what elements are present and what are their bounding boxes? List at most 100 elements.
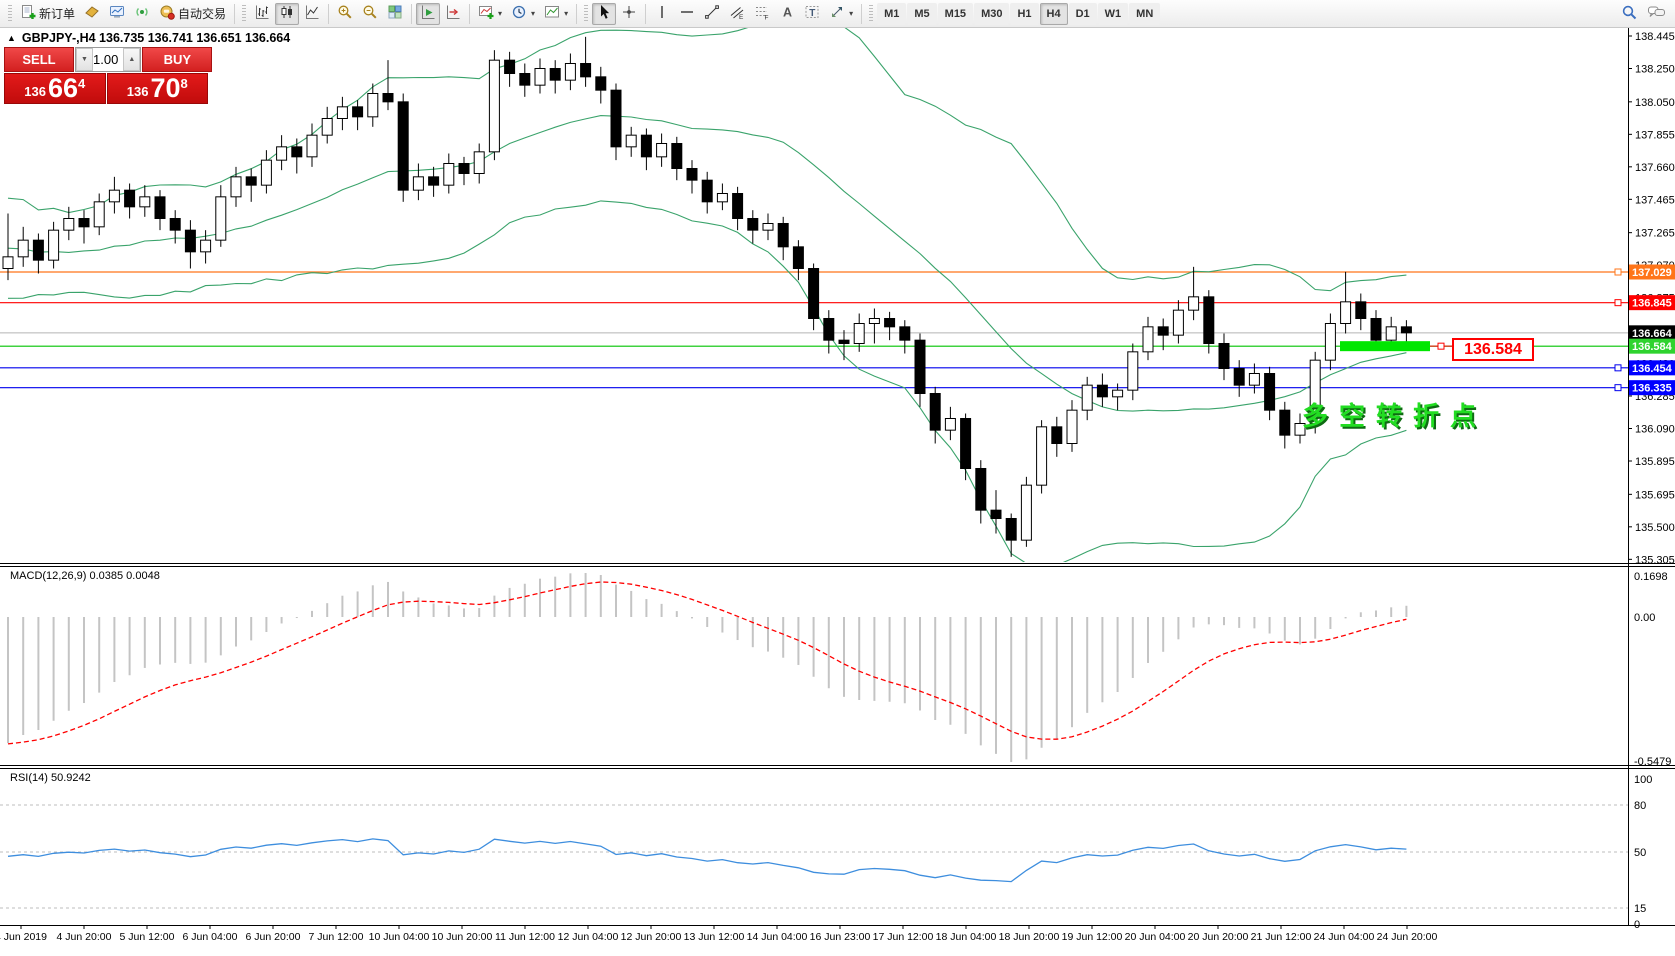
sell-price-prefix: 136	[24, 84, 46, 99]
line-chart-button[interactable]	[300, 3, 324, 25]
cursor-button[interactable]	[592, 2, 617, 25]
time-tick-label: 4 Jun 2019	[0, 931, 47, 943]
volume-decrease-button[interactable]: ▼	[76, 48, 93, 71]
buy-price-box[interactable]: 136 70 8	[106, 73, 208, 104]
price-flag-anchor[interactable]	[1437, 342, 1445, 350]
sell-price-sup: 4	[78, 76, 86, 91]
toolbar-grip[interactable]	[584, 4, 589, 23]
price-chart-svg[interactable]: 138.445 138.250 138.050 137.855 137.660 137.4…	[0, 28, 1675, 951]
volume-value[interactable]: 1.00	[93, 52, 119, 67]
buy-button[interactable]: BUY	[142, 47, 213, 72]
sell-button[interactable]: SELL	[4, 47, 74, 72]
candle	[838, 330, 850, 361]
price-tick-label: 135.895	[1635, 456, 1675, 468]
tab-timeframe-M5[interactable]: M5	[907, 2, 937, 25]
candle	[549, 60, 561, 94]
chart-shift-button[interactable]	[441, 3, 465, 25]
hline-marker[interactable]	[1614, 268, 1622, 276]
volume-increase-button[interactable]: ▲	[123, 48, 141, 71]
rsi-axis-label: 80	[1634, 800, 1646, 812]
price-badge	[1629, 264, 1675, 280]
symbol-title-bar: ▲ GBPJPY-,H4 136.735 136.741 136.651 136…	[7, 31, 290, 45]
toolbar-grip[interactable]	[869, 4, 874, 23]
highlight-trend-bar[interactable]	[1340, 341, 1430, 352]
bar-chart-button[interactable]	[250, 3, 274, 25]
time-tick-label: 12 Jun 20:00	[621, 931, 682, 943]
candle	[169, 210, 181, 244]
signals-button[interactable]	[130, 3, 154, 25]
arrows-button[interactable]: ▾	[825, 3, 857, 25]
tab-timeframe-M15[interactable]: M15	[937, 2, 974, 25]
candle	[944, 406, 956, 441]
text-button[interactable]: A	[775, 3, 799, 25]
macd-signal-line	[7, 581, 1407, 745]
candle	[762, 213, 774, 241]
channel-button[interactable]: E	[725, 3, 749, 25]
horizontal-line-icon	[679, 4, 695, 23]
candle	[397, 93, 409, 202]
tab-timeframe-M30[interactable]: M30	[974, 2, 1010, 25]
price-flag-label: 136.584	[1452, 338, 1534, 361]
sell-price-box[interactable]: 136 66 4	[4, 73, 106, 104]
toolbar-grip[interactable]	[242, 4, 247, 23]
rsi-axis-label: 15	[1634, 903, 1646, 915]
chevron-down-icon: ▾	[531, 9, 536, 18]
tab-timeframe-H4[interactable]: H4	[1039, 2, 1068, 25]
new-order-button[interactable]: 新订单	[16, 3, 79, 25]
candle	[686, 160, 698, 194]
market-watch-button[interactable]	[105, 3, 129, 25]
autotrading-button[interactable]: 自动交易	[155, 3, 230, 25]
zoom-out-button[interactable]	[358, 3, 382, 25]
hline-marker[interactable]	[1614, 384, 1622, 392]
indicators-button[interactable]: ▾	[474, 3, 506, 25]
candle	[701, 171, 713, 214]
periods-button[interactable]: ▾	[507, 3, 539, 25]
zoom-in-button[interactable]	[333, 3, 357, 25]
candlestick-chart-button[interactable]	[275, 2, 300, 25]
tab-timeframe-MN[interactable]: MN	[1129, 2, 1161, 25]
time-tick-label: 19 Jun 12:00	[1062, 931, 1123, 943]
text-icon: A	[779, 4, 795, 23]
vertical-line-button[interactable]	[650, 3, 674, 25]
candlestick-chart-icon	[279, 4, 295, 23]
search-icon	[1621, 4, 1638, 24]
hline-marker[interactable]	[1614, 364, 1622, 372]
candle	[48, 221, 60, 269]
tab-timeframe-D1[interactable]: D1	[1068, 2, 1097, 25]
zoom-out-icon	[362, 4, 378, 23]
crosshair-button[interactable]	[617, 3, 641, 25]
toolbar-grip[interactable]	[8, 4, 12, 23]
price-badge	[1629, 338, 1675, 354]
auto-scroll-button[interactable]	[416, 2, 441, 25]
tile-windows-button[interactable]	[383, 3, 407, 25]
tab-timeframe-M1[interactable]: M1	[877, 2, 907, 25]
time-tick-label: 11 Jun 12:00	[495, 931, 555, 943]
buy-price-prefix: 136	[126, 84, 149, 99]
price-badge	[1629, 295, 1675, 311]
horizontal-line-button[interactable]	[675, 3, 699, 25]
search-button[interactable]	[1617, 3, 1642, 25]
candle	[93, 193, 105, 236]
chart-area[interactable]: 138.445 138.250 138.050 137.855 137.660 137.4…	[0, 28, 1675, 956]
chat-button[interactable]	[1643, 3, 1670, 25]
channel-icon: E	[729, 4, 745, 23]
candle	[1218, 333, 1230, 381]
tab-timeframe-W1[interactable]: W1	[1097, 2, 1129, 25]
candle	[458, 156, 470, 186]
candle	[504, 51, 516, 87]
label-button[interactable]: T	[800, 3, 824, 25]
buy-price-sup: 8	[180, 76, 188, 91]
tab-timeframe-H1[interactable]: H1	[1010, 2, 1039, 25]
candle	[1309, 351, 1321, 434]
charts-button[interactable]	[80, 3, 104, 25]
fibonacci-button[interactable]: F	[750, 3, 774, 25]
candle	[990, 490, 1002, 534]
candle	[914, 333, 926, 407]
collapse-panel-icon[interactable]: ▲	[7, 33, 16, 43]
trendline-button[interactable]	[700, 3, 724, 25]
templates-button[interactable]: ▾	[540, 3, 572, 25]
fibonacci-icon: F	[754, 4, 770, 23]
hline-marker[interactable]	[1614, 299, 1622, 307]
price-badge-label: 136.845	[1632, 298, 1672, 310]
chart-shift-icon	[445, 4, 461, 23]
